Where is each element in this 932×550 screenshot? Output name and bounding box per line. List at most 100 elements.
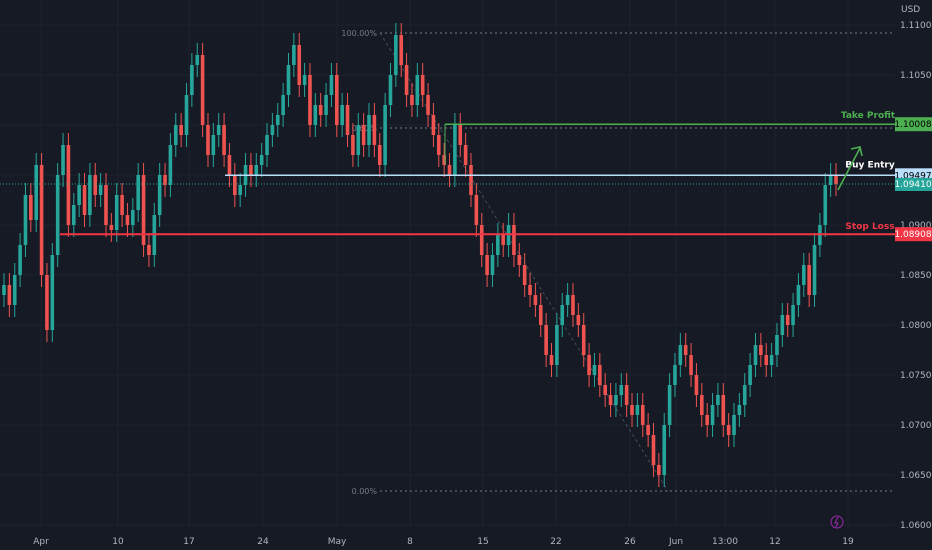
candle-body <box>356 125 361 155</box>
candle-body <box>383 105 387 165</box>
target-arrow-shaft <box>837 147 861 191</box>
candle-body <box>683 345 688 355</box>
candle-body <box>270 125 275 135</box>
candle-body <box>528 285 532 295</box>
buy-entry-annotation: Buy Entry <box>845 160 895 170</box>
candle-body <box>157 175 162 215</box>
candle-body <box>163 175 167 185</box>
candle-body <box>318 105 323 115</box>
candle-body <box>721 395 726 425</box>
candle-body <box>329 75 334 95</box>
candle-body <box>791 305 795 325</box>
candle-body <box>82 185 87 215</box>
x-tick-label: May <box>328 537 347 547</box>
stop-loss-annotation: Stop Loss <box>845 222 894 232</box>
candle-body <box>415 75 420 105</box>
candle-body <box>496 235 500 255</box>
take-profit-price: 1.10008 <box>894 120 931 130</box>
candle-body <box>538 305 543 325</box>
candle-body <box>834 175 838 184</box>
candle-body <box>179 125 183 135</box>
y-tick-label: 1.06500 <box>900 471 932 481</box>
candle-body <box>265 135 269 155</box>
x-tick-label: 22 <box>550 537 561 547</box>
candle-body <box>533 295 538 305</box>
currency-label: USD <box>901 5 920 15</box>
candle-body <box>200 55 205 125</box>
candle-body <box>667 385 672 425</box>
candle-body <box>490 255 495 275</box>
candle-body <box>614 395 618 405</box>
candle-body <box>447 165 452 175</box>
candle-body <box>737 405 742 415</box>
candle-body <box>646 425 650 435</box>
candle-body <box>592 365 597 375</box>
candle-body <box>351 135 355 155</box>
candle-body <box>458 125 463 145</box>
candle-body <box>2 285 6 295</box>
x-tick-label: Apr <box>33 537 49 547</box>
candle-body <box>18 245 22 275</box>
y-tick-label: 1.10500 <box>900 71 932 81</box>
candle-body <box>367 115 371 145</box>
candle-body <box>598 365 602 385</box>
candle-body <box>732 415 736 435</box>
candle-body <box>281 95 285 115</box>
candle-body <box>742 385 747 405</box>
candle-body <box>807 265 811 295</box>
candle-body <box>184 95 189 135</box>
candle-body <box>141 175 146 245</box>
candle-body <box>485 255 489 275</box>
candle-body <box>340 105 344 125</box>
stop-loss-price-tag <box>895 227 932 242</box>
candle-body <box>651 435 656 465</box>
candle-body <box>426 95 430 115</box>
candle-body <box>297 45 302 85</box>
target-arrow-head <box>850 146 863 157</box>
fib-level-label: 100.00% <box>341 29 377 38</box>
candle-body <box>812 245 817 295</box>
candle-body <box>404 65 409 95</box>
candle-body <box>555 325 559 365</box>
x-tick-label: 19 <box>842 537 854 547</box>
x-tick-label: 26 <box>624 537 636 547</box>
candle-body <box>324 95 328 115</box>
y-tick-label: 1.07500 <box>900 371 932 381</box>
candle-body <box>823 185 828 225</box>
candle-body <box>136 175 140 210</box>
x-tick-label: 8 <box>407 537 413 547</box>
candle-body <box>603 385 607 395</box>
y-tick-label: 1.07000 <box>900 421 932 431</box>
take-profit-price-tag <box>895 117 932 132</box>
candle-body <box>66 145 71 225</box>
candle-body <box>705 415 709 425</box>
candle-body <box>544 325 548 355</box>
candle-body <box>469 165 473 195</box>
candle-body <box>29 195 33 220</box>
candle-body <box>710 405 715 425</box>
y-tick-label: 1.09000 <box>900 221 932 231</box>
candle-body <box>88 175 92 215</box>
candle-body <box>630 405 634 415</box>
y-tick-label: 1.11000 <box>900 21 932 31</box>
lightning-icon-bolt <box>834 516 839 528</box>
take-profit-annotation: Take Profit <box>841 111 896 121</box>
candle-body <box>785 315 790 325</box>
candle-body <box>313 105 318 125</box>
candle-body <box>388 75 393 105</box>
candle-body <box>173 125 178 145</box>
candle-body <box>71 205 76 225</box>
candle-body <box>259 155 264 165</box>
candle-body <box>61 145 65 175</box>
candle-body <box>286 65 291 95</box>
candle-body <box>50 255 55 330</box>
candle-body <box>292 45 296 65</box>
candle-body <box>233 175 237 195</box>
candle-body <box>39 165 44 275</box>
candle-body <box>689 355 693 375</box>
candle-body <box>635 405 640 415</box>
candle-body <box>23 195 28 245</box>
candle-body <box>104 185 108 225</box>
